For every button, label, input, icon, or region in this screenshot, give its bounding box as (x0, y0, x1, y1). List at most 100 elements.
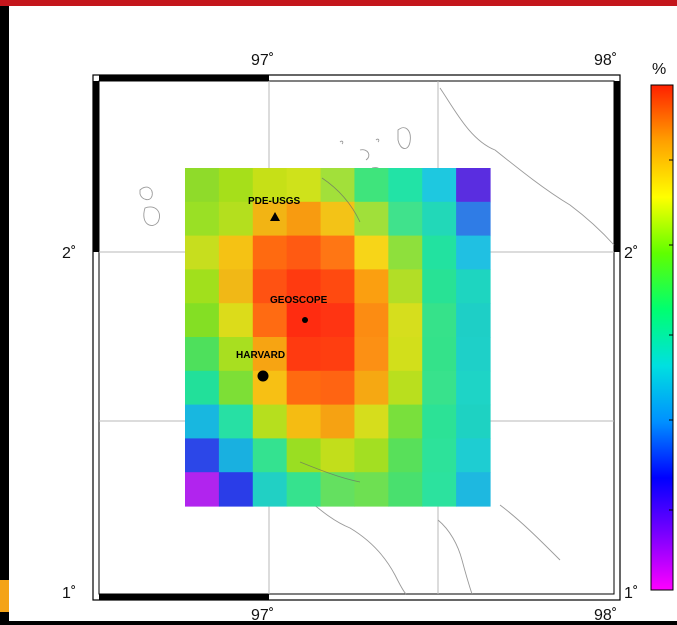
heatmap-cell (286, 201, 322, 237)
heatmap-cell (456, 404, 491, 439)
coastline (139, 87, 615, 595)
heatmap-cell (388, 472, 423, 507)
heatmap-cell (185, 168, 220, 203)
heatmap-cell (422, 303, 457, 338)
heatmap-cell (286, 404, 322, 439)
heatmap-cell (218, 370, 254, 406)
frame-segment-top (99, 75, 269, 81)
heatmap-cell (388, 235, 423, 270)
heatmap-cell (252, 404, 288, 439)
map-frame (92, 74, 621, 601)
heatmap-cell (218, 201, 254, 237)
heatmap-cell (286, 337, 322, 372)
heatmap-cell (388, 168, 423, 203)
lon-tick-top-98: 98˚ (594, 52, 617, 69)
bottom-border-rule (9, 621, 677, 625)
heatmap-cell (354, 472, 389, 507)
lon-tick-bottom-97: 97˚ (251, 607, 274, 624)
heatmap-cell (185, 303, 220, 338)
station-label-geoscope: GEOSCOPE (270, 295, 328, 306)
heatmap-cell (185, 438, 220, 473)
colorbar (650, 84, 674, 591)
heatmap-cell (185, 337, 220, 372)
heatmap-cell (286, 269, 322, 304)
heatmap-cell (422, 438, 457, 473)
lat-tick-right-2: 2˚ (624, 245, 638, 262)
heatmap-cell (218, 269, 254, 304)
heatmap-cell (185, 472, 220, 507)
heatmap-cell (252, 201, 288, 237)
heatmap-cell (388, 438, 423, 473)
heatmap-cell (320, 472, 356, 507)
heatmap-cell (354, 168, 389, 203)
heatmap-cell (185, 404, 220, 439)
colorbar-unit: % (652, 61, 666, 78)
left-border-rule (0, 6, 9, 625)
heatmap-cell (354, 404, 389, 439)
heatmap-cell (456, 438, 491, 473)
heatmap-cell (388, 370, 423, 406)
heatmap-cell (456, 303, 491, 338)
heatmap-cell (320, 404, 356, 439)
heatmap-cell (252, 472, 288, 507)
heatmap-cell (422, 370, 457, 406)
heatmap-cell (354, 269, 389, 304)
heatmap-cell (286, 235, 322, 270)
heatmap-cell (320, 438, 356, 473)
frame-segment-left (93, 81, 99, 252)
heatmap-cell (456, 370, 491, 406)
heatmap-cell (456, 235, 491, 270)
heatmap-cell (218, 438, 254, 473)
heatmap-cell (388, 269, 423, 304)
axis-labels: 97˚ 98˚ 97˚ 98˚ 2˚ 2˚ 1˚ 1˚ (62, 52, 638, 624)
heatmap-cell (252, 303, 288, 338)
frame-segment-right (614, 81, 620, 252)
heatmap-cell (354, 201, 389, 237)
heatmap-cell (320, 337, 356, 372)
heatmap-cell (252, 235, 288, 270)
heatmap-cell (185, 201, 220, 237)
geoscope-dot-icon (302, 317, 308, 323)
heatmap-cell (354, 337, 389, 372)
heatmap-cell (388, 404, 423, 439)
heatmap-cell (218, 337, 254, 372)
heatmap-cell (456, 269, 491, 304)
coastline-overlay (299, 177, 361, 483)
heatmap-cell (286, 168, 322, 203)
station-label-pde-usgs: PDE-USGS (248, 196, 301, 207)
heatmap-cell (422, 168, 457, 203)
heatmap-cell (422, 404, 457, 439)
lon-tick-bottom-98: 98˚ (594, 607, 617, 624)
top-border-rule (0, 0, 677, 6)
heatmap-cell (388, 337, 423, 372)
lat-tick-left-1: 1˚ (62, 585, 76, 602)
heatmap-cell (422, 472, 457, 507)
colorbar-ticks (669, 159, 673, 511)
heatmap-cell (218, 168, 254, 203)
frame-segment-bottom (99, 594, 269, 600)
heatmap-cell (456, 337, 491, 372)
heatmap-cell (320, 269, 356, 304)
heatmap-cell (388, 303, 423, 338)
heatmap-cell (286, 472, 322, 507)
heatmap-cell (320, 370, 356, 406)
station-label-harvard: HARVARD (236, 350, 285, 361)
heatmap-cell (354, 438, 389, 473)
heatmap-cell (185, 370, 220, 406)
orange-edge-tab (0, 580, 9, 612)
frame-ticks (93, 75, 620, 600)
heatmap-cell (252, 438, 288, 473)
lat-tick-right-1: 1˚ (624, 585, 638, 602)
heatmap-cell (320, 201, 356, 237)
heatmap-cell (286, 438, 322, 473)
heatmap-cell (422, 337, 457, 372)
heatmap-cell (252, 269, 288, 304)
heatmap-cell (354, 235, 389, 270)
heatmap-cell (388, 201, 423, 237)
heatmap-cell (320, 235, 356, 270)
heatmap-cell (218, 472, 254, 507)
heatmap-cell (286, 370, 322, 406)
heatmap-cell (422, 269, 457, 304)
heatmap-cell (185, 269, 220, 304)
